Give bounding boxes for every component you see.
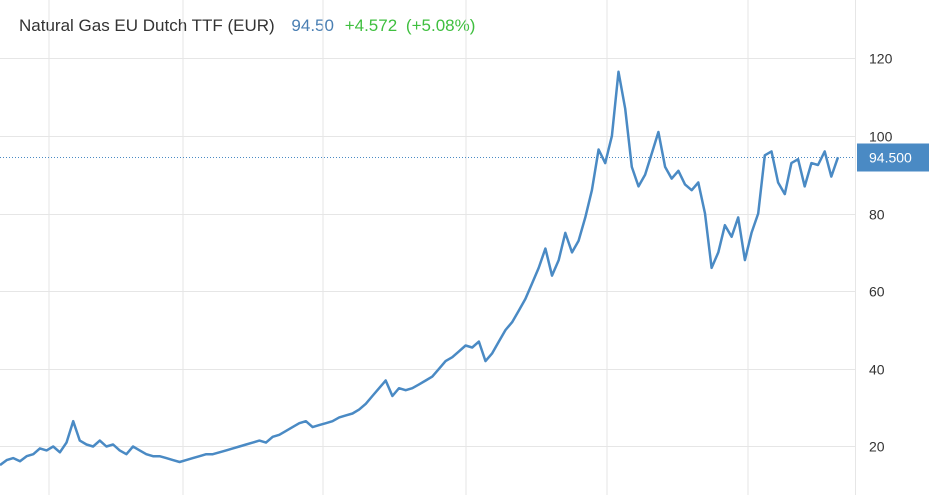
chart-title: Natural Gas EU Dutch TTF (EUR) <box>19 16 275 35</box>
y-tick-label: 100 <box>869 129 893 145</box>
y-axis: 20 40 60 80 100 120 <box>869 51 893 455</box>
last-value-label: 94.500 <box>869 150 912 166</box>
y-tick-label: 40 <box>869 362 885 378</box>
y-tick-label: 20 <box>869 439 885 455</box>
y-tick-label: 80 <box>869 207 885 223</box>
grid <box>0 0 856 495</box>
price-change-percent: (+5.08%) <box>405 16 476 35</box>
last-value-box <box>857 143 929 172</box>
y-tick-label: 120 <box>869 51 893 67</box>
last-value-marker: 94.500 <box>857 143 929 172</box>
price-change: +4.572 <box>344 16 398 35</box>
price-series-line <box>0 70 840 467</box>
y-tick-label: 60 <box>869 284 885 300</box>
chart-header: Natural Gas EU Dutch TTF (EUR) 94.50 +4.… <box>19 14 475 38</box>
